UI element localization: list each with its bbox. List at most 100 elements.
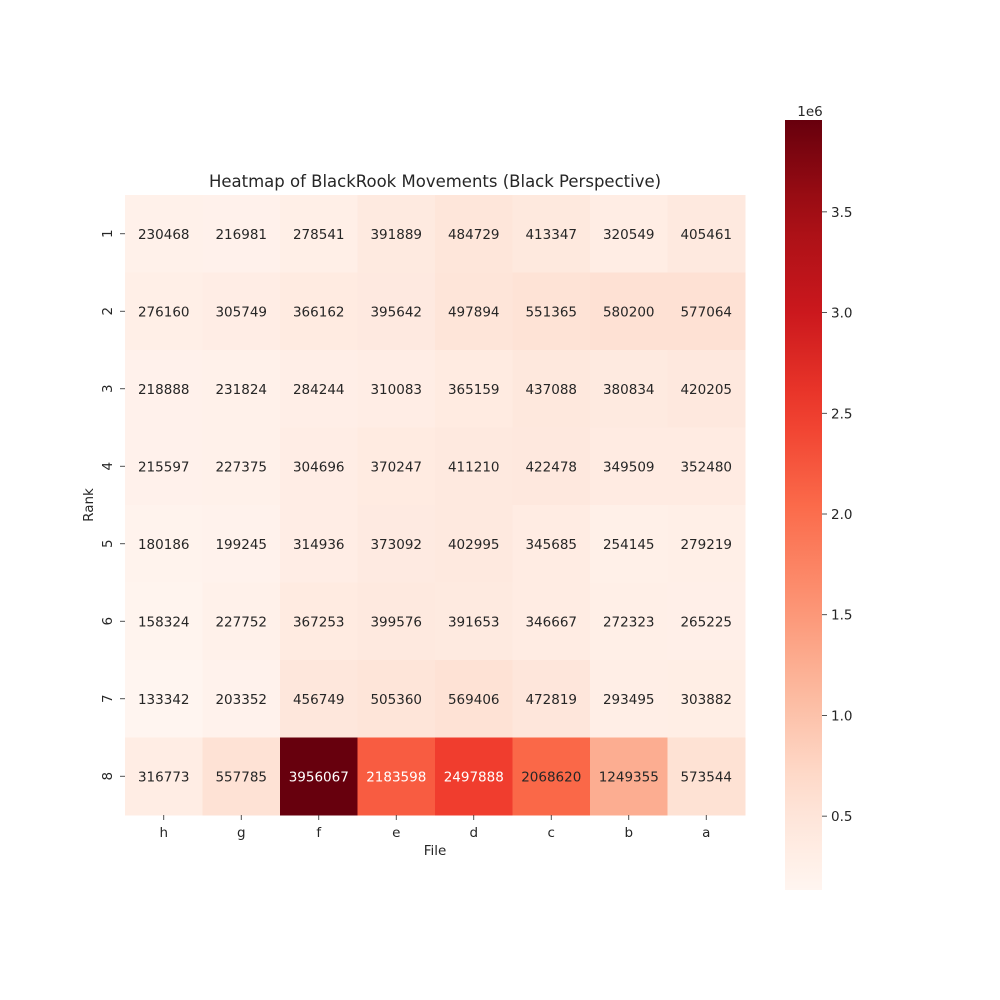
heatmap-cells: 230468 216981 278541 391889 484729 413347 3205… bbox=[125, 195, 746, 816]
cell-value-label: 370247 bbox=[370, 459, 422, 475]
cell-value-label: 293495 bbox=[603, 692, 655, 708]
heatmap-cell bbox=[125, 737, 203, 816]
cell-value-label: 310083 bbox=[370, 382, 422, 398]
heatmap-cell bbox=[280, 272, 358, 351]
x-tick-label: a bbox=[702, 825, 710, 841]
heatmap-cell bbox=[667, 505, 746, 583]
cell-value-label: 346667 bbox=[525, 614, 577, 630]
y-tick-label: 8 bbox=[100, 772, 116, 781]
cell-value-label: 227375 bbox=[215, 459, 267, 475]
heatmap-cell bbox=[357, 737, 436, 816]
heatmap-cell bbox=[435, 660, 513, 738]
y-tick-label: 4 bbox=[100, 462, 116, 471]
heatmap-cell bbox=[125, 427, 203, 506]
heatmap-cell bbox=[435, 427, 513, 506]
heatmap-cell bbox=[667, 427, 746, 506]
heatmap-cell bbox=[357, 427, 436, 506]
colorbar-tick-label: 1.5 bbox=[831, 608, 852, 624]
heatmap-cell bbox=[202, 272, 281, 351]
cell-value-label: 2497888 bbox=[444, 769, 504, 785]
heatmap-cell bbox=[280, 505, 358, 583]
colorbar-tick-label: 1.0 bbox=[831, 708, 852, 724]
x-tick-label: g bbox=[237, 825, 246, 841]
heatmap-cell bbox=[280, 427, 358, 506]
y-tick-label: 7 bbox=[100, 694, 116, 703]
cell-value-label: 218888 bbox=[138, 382, 190, 398]
heatmap-cell bbox=[280, 350, 358, 428]
heatmap-cell bbox=[357, 505, 436, 583]
cell-value-label: 472819 bbox=[525, 692, 577, 708]
cell-value-label: 484729 bbox=[448, 227, 500, 243]
cell-value-label: 395642 bbox=[370, 304, 422, 320]
heatmap-cell bbox=[512, 505, 591, 583]
cell-value-label: 303882 bbox=[680, 692, 732, 708]
cell-value-label: 1249355 bbox=[599, 769, 659, 785]
heatmap-cell bbox=[125, 350, 203, 428]
heatmap-cell bbox=[202, 582, 281, 661]
cell-value-label: 304696 bbox=[293, 459, 345, 475]
heatmap-cell bbox=[667, 272, 746, 351]
heatmap-cell bbox=[357, 272, 436, 351]
heatmap-cell bbox=[590, 737, 668, 816]
heatmap-cell bbox=[357, 350, 436, 428]
heatmap-cell bbox=[512, 660, 591, 738]
colorbar-tick-label: 2.5 bbox=[831, 406, 852, 422]
heatmap-cell bbox=[435, 582, 513, 661]
cell-value-label: 230468 bbox=[138, 227, 190, 243]
heatmap-cell bbox=[280, 582, 358, 661]
heatmap-cell bbox=[512, 195, 591, 273]
heatmap-cell bbox=[125, 272, 203, 351]
x-tick-label: h bbox=[159, 825, 168, 841]
heatmap-cell bbox=[202, 195, 281, 273]
heatmap-cell bbox=[590, 505, 668, 583]
cell-value-label: 551365 bbox=[525, 304, 577, 320]
y-tick-label: 1 bbox=[100, 229, 116, 238]
cell-value-label: 345685 bbox=[525, 537, 577, 553]
heatmap-cell bbox=[590, 350, 668, 428]
colorbar-tick-label: 0.5 bbox=[831, 809, 852, 825]
heatmap-cell bbox=[202, 505, 281, 583]
cell-value-label: 411210 bbox=[448, 459, 500, 475]
heatmap-cell bbox=[202, 427, 281, 506]
cell-value-label: 391889 bbox=[370, 227, 422, 243]
heatmap-cell bbox=[280, 195, 358, 273]
cell-value-label: 391653 bbox=[448, 614, 500, 630]
heatmap-cell bbox=[435, 737, 513, 816]
cell-value-label: 305749 bbox=[215, 304, 267, 320]
heatmap-cell bbox=[125, 195, 203, 273]
cell-value-label: 349509 bbox=[603, 459, 655, 475]
cell-value-label: 580200 bbox=[603, 304, 655, 320]
heatmap-cell bbox=[667, 582, 746, 661]
y-tick-label: 2 bbox=[100, 307, 116, 316]
colorbar-ticks: 0.5 1.0 1.5 2.0 2.5 3.0 3.5 bbox=[822, 205, 852, 825]
heatmap-cell bbox=[512, 737, 591, 816]
y-axis-title: Rank bbox=[81, 488, 97, 522]
heatmap-cell bbox=[512, 582, 591, 661]
heatmap-cell bbox=[512, 350, 591, 428]
cell-value-label: 227752 bbox=[215, 614, 267, 630]
cell-value-label: 420205 bbox=[680, 382, 732, 398]
heatmap-cell bbox=[590, 195, 668, 273]
cell-value-label: 203352 bbox=[215, 692, 267, 708]
heatmap-cell bbox=[202, 350, 281, 428]
cell-value-label: 199245 bbox=[215, 537, 267, 553]
cell-value-label: 413347 bbox=[525, 227, 577, 243]
heatmap-cell bbox=[435, 195, 513, 273]
heatmap-cell bbox=[590, 272, 668, 351]
x-axis-title: File bbox=[424, 843, 447, 859]
heatmap-cell bbox=[125, 505, 203, 583]
cell-value-label: 437088 bbox=[525, 382, 577, 398]
heatmap-cell bbox=[590, 660, 668, 738]
cell-value-label: 3956067 bbox=[289, 769, 349, 785]
y-tick-label: 5 bbox=[100, 539, 116, 548]
cell-value-label: 320549 bbox=[603, 227, 655, 243]
y-tick-label: 6 bbox=[100, 617, 116, 626]
cell-value-label: 365159 bbox=[448, 382, 500, 398]
heatmap-cell bbox=[202, 737, 281, 816]
colorbar-tick-label: 2.0 bbox=[831, 507, 852, 523]
cell-value-label: 497894 bbox=[448, 304, 500, 320]
heatmap-cell bbox=[125, 582, 203, 661]
colorbar-gradient bbox=[785, 120, 822, 890]
colorbar: 1e6 0.5 1.0 1.5 2.0 2.5 3.0 3.5 bbox=[785, 104, 852, 890]
cell-value-label: 505360 bbox=[370, 692, 422, 708]
